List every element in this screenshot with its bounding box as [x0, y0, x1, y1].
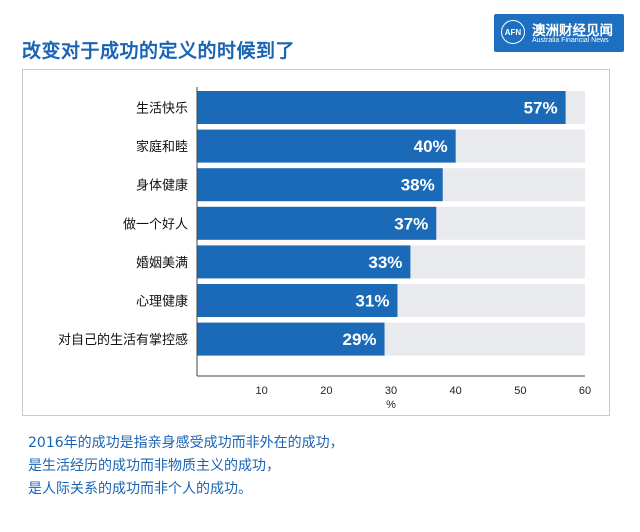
category-label: 心理健康 — [136, 294, 188, 310]
x-tick-label: 20 — [320, 385, 332, 397]
category-label: 家庭和睦 — [136, 139, 188, 155]
x-tick-label: 50 — [514, 385, 526, 397]
category-label: 婚姻美满 — [136, 256, 188, 271]
category-label: 生活快乐 — [136, 102, 188, 117]
value-label: 33% — [368, 253, 402, 272]
value-label: 57% — [524, 99, 558, 118]
bar — [197, 245, 411, 279]
category-label: 做一个好人 — [123, 217, 188, 232]
value-label: 40% — [414, 137, 448, 156]
afn-logo-icon: AFN — [501, 20, 525, 44]
x-tick-label: 30 — [385, 385, 397, 397]
caption-line: 2016年的成功是指亲身感受成功而非外在的成功， — [28, 435, 344, 451]
category-label: 身体健康 — [136, 178, 188, 194]
x-axis-label: % — [386, 399, 396, 411]
value-label: 37% — [394, 214, 428, 233]
category-label: 对自己的生活有掌控感 — [58, 332, 188, 348]
bar — [197, 91, 566, 124]
bar — [197, 284, 398, 317]
caption: 2016年的成功是指亲身感受成功而非外在的成功， 是生活经历的成功而非物质主义的… — [28, 432, 344, 501]
logo-subtitle: Australia Financial News — [532, 37, 609, 44]
x-tick-label: 40 — [450, 385, 462, 397]
value-label: 31% — [355, 292, 389, 311]
chart-panel: 生活快乐 57% 家庭和睦 40% 身体健康 38% 做一个好人 37% 婚姻美满 33% 心理健康… — [22, 69, 610, 416]
bar — [197, 168, 443, 202]
x-tick-label: 60 — [579, 385, 591, 397]
value-label: 38% — [401, 176, 435, 195]
bar — [197, 129, 456, 163]
caption-line: 是人际关系的成功而非个人的成功。 — [28, 481, 252, 497]
caption-line: 是生活经历的成功而非物质主义的成功， — [28, 458, 280, 474]
brand-logo: AFN 澳洲财经见闻 Australia Financial News — [494, 14, 624, 52]
logo-name: 澳洲财经见闻 — [532, 23, 613, 39]
x-tick-label: 10 — [256, 385, 268, 397]
bar-chart: 生活快乐 57% 家庭和睦 40% 身体健康 38% 做一个好人 37% 婚姻美满 33% 心理健康… — [58, 87, 591, 411]
bar — [197, 206, 437, 240]
page-title: 改变对于成功的定义的时候到了 — [22, 40, 296, 62]
value-label: 29% — [343, 330, 377, 349]
bar — [197, 322, 385, 356]
